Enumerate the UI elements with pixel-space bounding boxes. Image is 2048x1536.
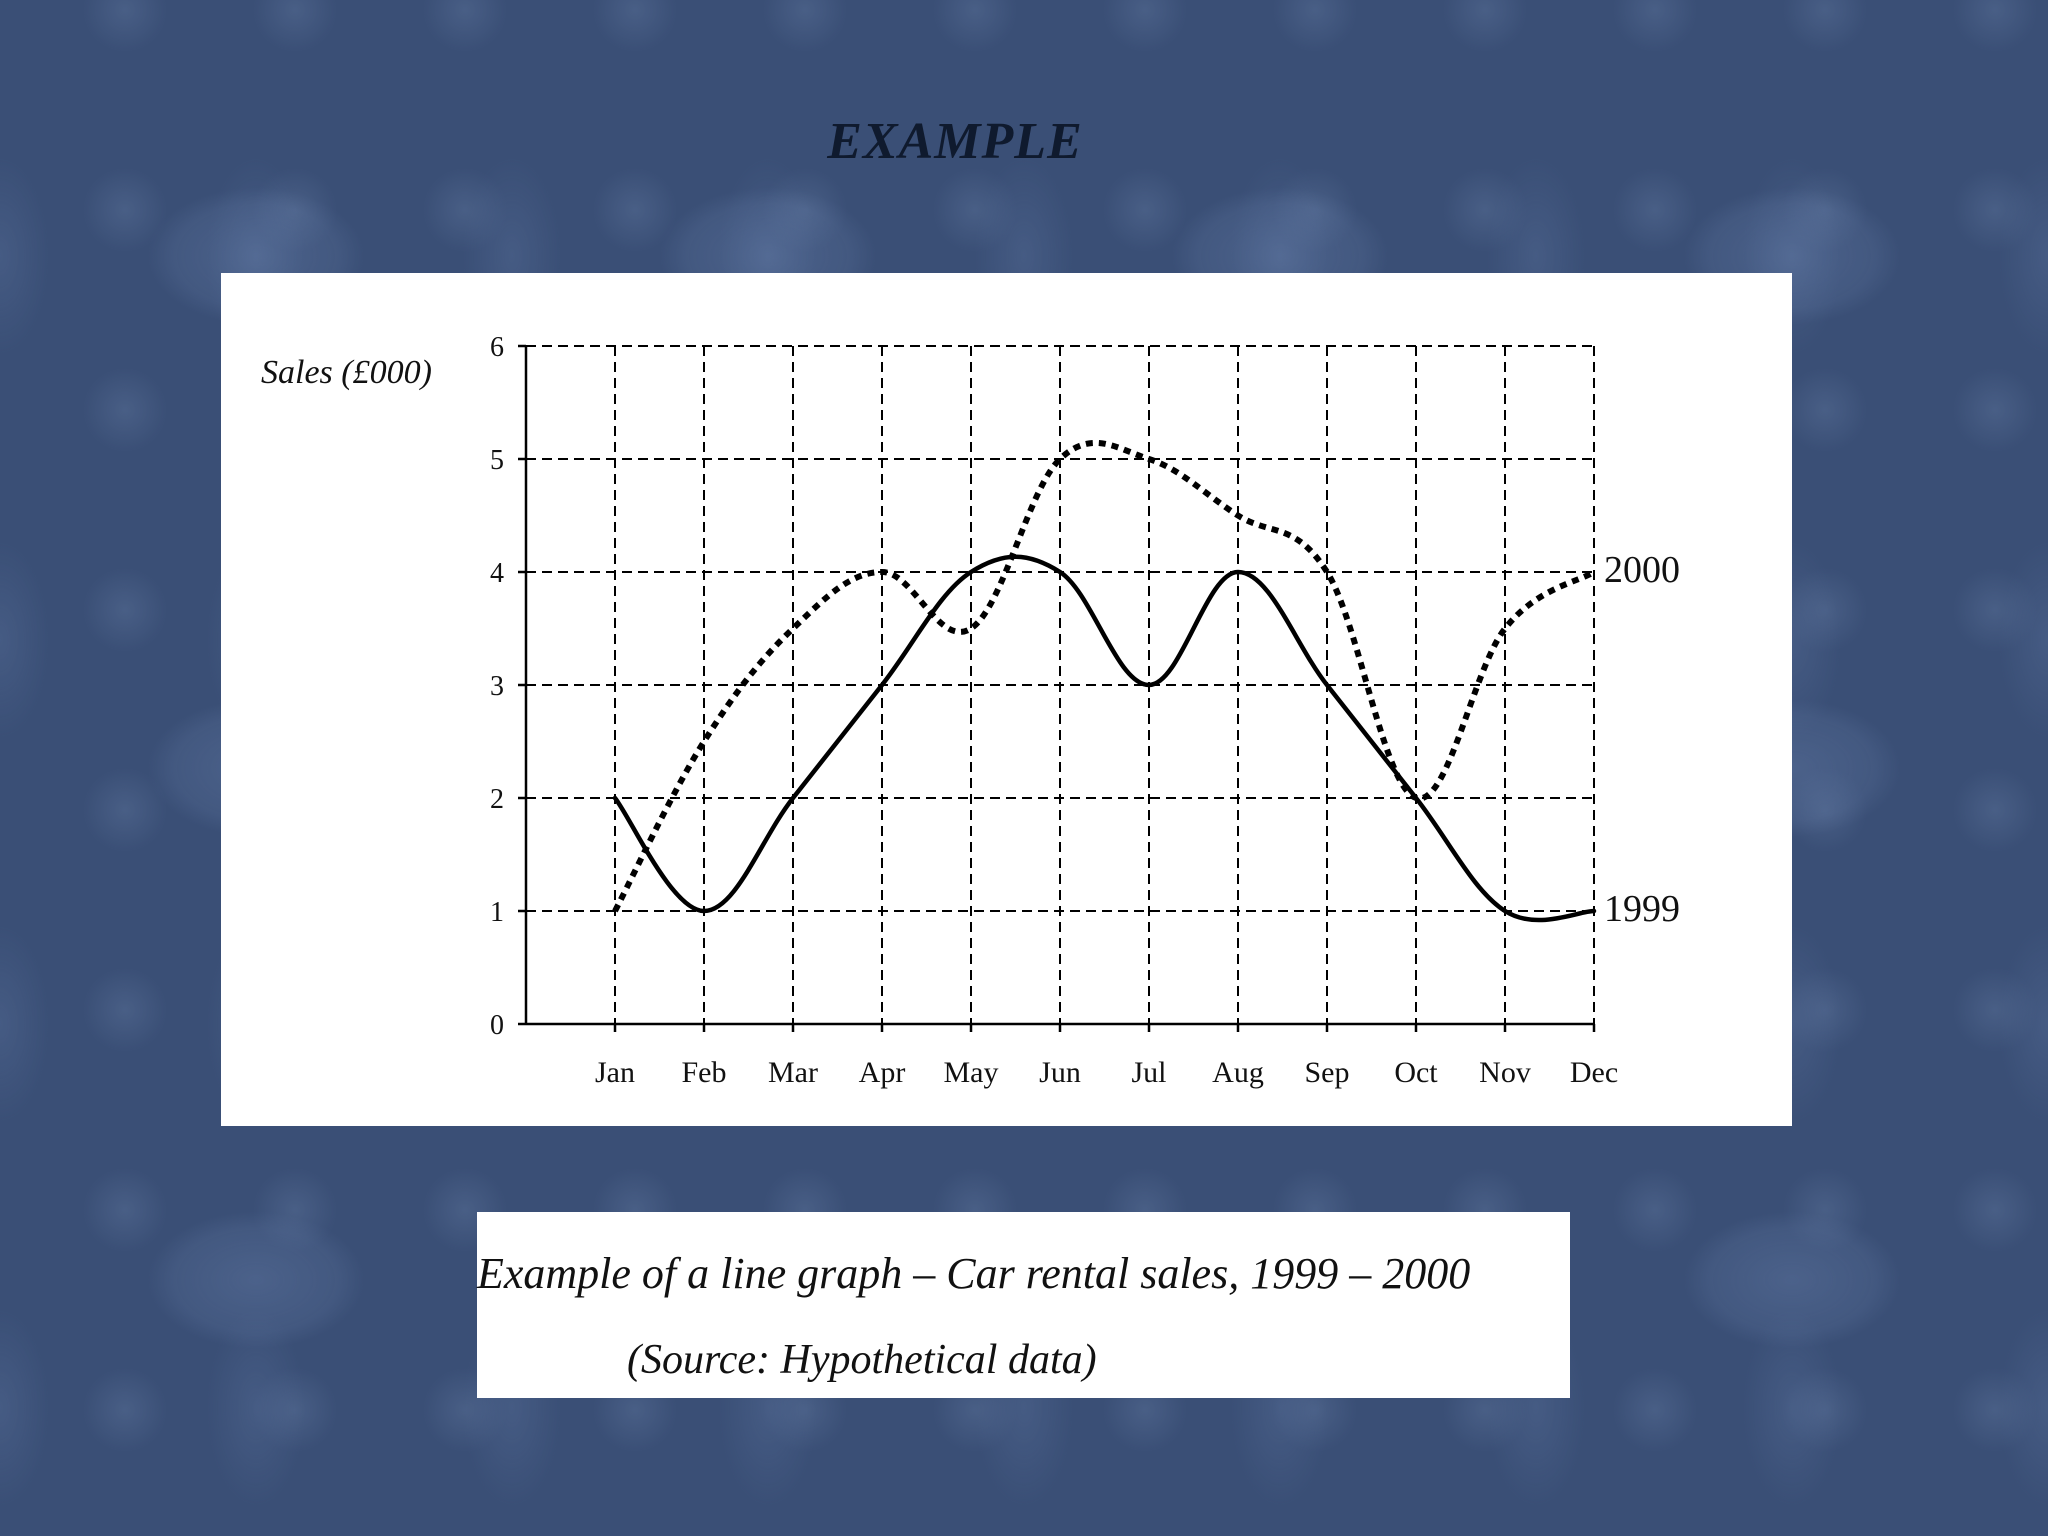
x-tick-label: Jun (1039, 1056, 1081, 1089)
x-tick-label: Sep (1305, 1056, 1350, 1089)
y-tick-label: 3 (490, 671, 504, 702)
x-tick-label: Feb (682, 1056, 727, 1089)
caption-source: (Source: Hypothetical data) (627, 1337, 1097, 1383)
y-axis-label: Sales (£000) (261, 354, 432, 391)
x-tick-label: Jul (1131, 1056, 1166, 1089)
caption-title: Example of a line graph – Car rental sal… (477, 1249, 1471, 1298)
line-chart: Sales (£000) 0 1 2 3 4 5 6 Jan Feb Mar Apr May Jun Ju… (261, 332, 1680, 1089)
y-tick-label: 6 (490, 332, 504, 363)
x-tick-label: Nov (1479, 1056, 1531, 1089)
y-tick-label: 1 (490, 897, 504, 928)
grid (526, 345, 1595, 1024)
tick-labels: 0 1 2 3 4 5 6 Jan Feb Mar Apr May Jun Jul Aug Sep Oct Nov… (490, 332, 1680, 1089)
caption-box: Example of a line graph – Car rental sal… (477, 1212, 1570, 1398)
series-line-1999 (612, 554, 1597, 923)
y-tick-label: 4 (490, 558, 504, 589)
series-line-2000 (612, 439, 1596, 913)
x-tick-label: Mar (768, 1056, 818, 1089)
axes (518, 344, 1596, 1032)
x-tick-label: Apr (859, 1056, 906, 1089)
x-tick-label: Oct (1394, 1056, 1438, 1089)
y-tick-label: 5 (490, 445, 504, 476)
x-tick-label: May (944, 1056, 999, 1089)
series-label-1999: 1999 (1604, 888, 1680, 930)
x-tick-label: Jan (595, 1056, 635, 1089)
series-lines (612, 439, 1597, 923)
slide-title: EXAMPLE (827, 113, 1083, 170)
x-tick-label: Dec (1570, 1056, 1618, 1089)
chart-panel: Sales (£000) 0 1 2 3 4 5 6 Jan Feb Mar Apr May Jun Ju… (221, 273, 1792, 1126)
y-tick-label: 2 (490, 784, 504, 815)
y-tick-label: 0 (490, 1010, 504, 1041)
x-tick-label: Aug (1212, 1056, 1264, 1089)
series-label-2000: 2000 (1604, 549, 1680, 591)
